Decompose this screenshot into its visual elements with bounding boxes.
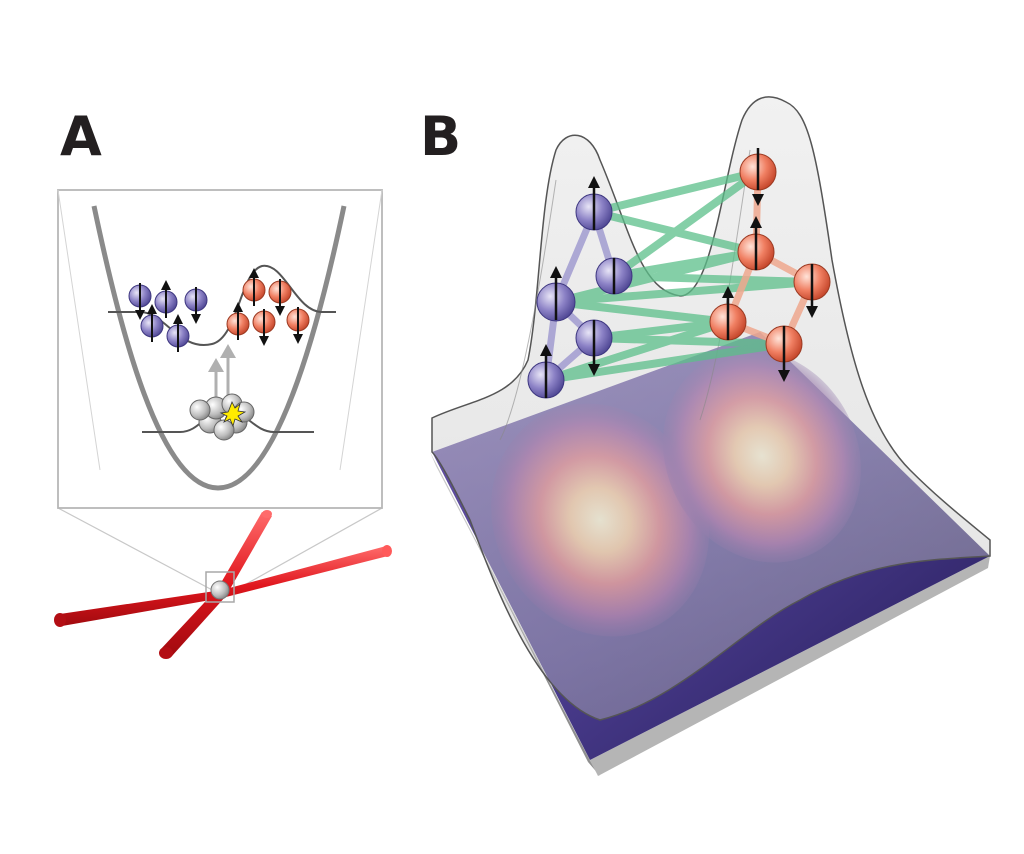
spin-red [226,302,250,340]
panel-label-a: A [60,105,102,168]
spin-blue [166,314,190,352]
excitation-flash-icon [219,401,247,428]
laser-beams [54,510,392,659]
density-surface [431,96,991,721]
spin-blue [595,257,633,295]
spin-blue [575,319,613,376]
spin-red [242,268,266,306]
harmonic-trap-curve [91,205,347,491]
spin-blue [536,266,576,322]
spin-red [252,309,276,346]
panel-b-diagram [430,96,991,776]
spin-red [793,263,831,318]
spin-red [268,279,292,316]
spin-red [709,286,747,341]
spin-blue [128,283,152,320]
spin-red [765,325,803,382]
slab-side [590,556,990,776]
spin-blue [154,280,178,318]
spin-blue [575,176,613,231]
reservoir-atoms [189,393,255,441]
lattice-spins-left [527,176,633,399]
trapped-atom-cloud [210,580,230,600]
spin-red [286,307,310,344]
spins-left-well [128,280,208,352]
inter-well-bonds [542,168,816,384]
spin-red [739,148,777,191]
panel-label-b: B [420,105,461,168]
inset-frame [57,189,383,509]
spins-right-well [226,268,310,346]
spin-blue [527,344,565,399]
panel-a-diagram [54,189,392,659]
spin-blue [184,287,208,324]
lattice-spins-right [709,148,831,382]
spin-red [737,216,775,271]
spin-blue [140,304,164,342]
zoom-lines [57,507,383,593]
